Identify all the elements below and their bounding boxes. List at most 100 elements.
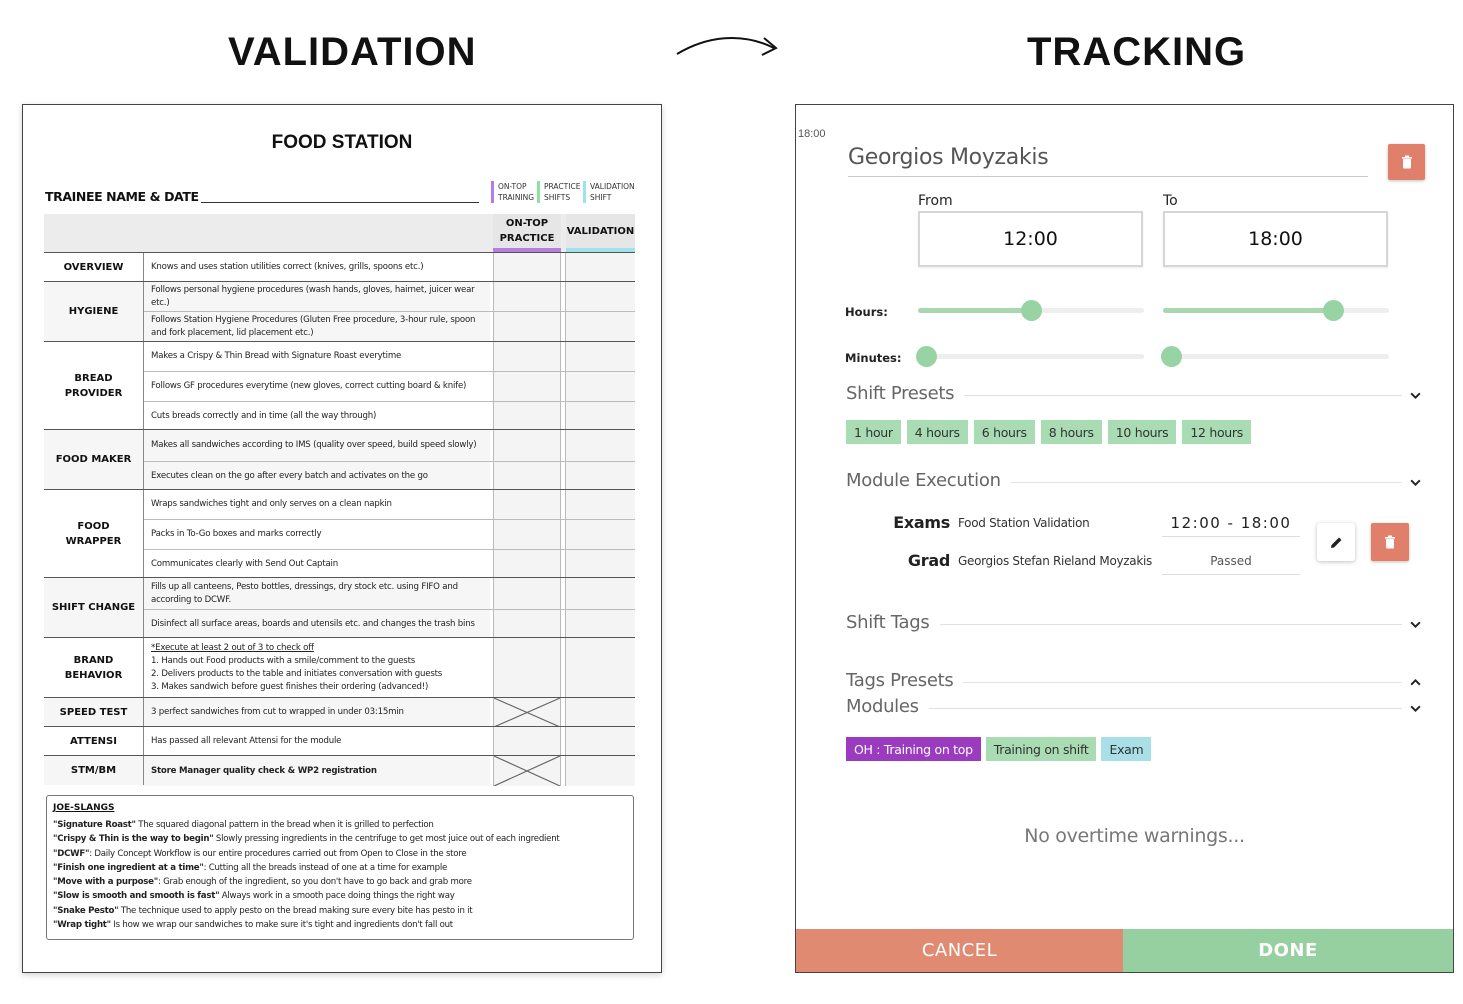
validation-checkbox[interactable]	[565, 253, 635, 282]
checklist-row: Follows GF procedures everytime (new glo…	[144, 371, 635, 401]
delete-shift-button[interactable]	[1388, 144, 1425, 180]
tags-presets-section[interactable]: Tags Presets	[846, 670, 1426, 694]
slang-entry: "Signature Roast" The squared diagonal p…	[53, 818, 627, 832]
module-status: Passed	[1162, 547, 1300, 575]
cross-out-icon	[494, 756, 560, 786]
validation-checkbox[interactable]	[565, 550, 635, 578]
criterion-text: Follows personal hygiene procedures (was…	[144, 282, 490, 311]
chevron-up-icon[interactable]	[1409, 676, 1422, 689]
validation-checkbox[interactable]	[565, 727, 635, 756]
to-hours-slider[interactable]	[1163, 300, 1389, 321]
checklist-row: Store Manager quality check & WP2 regist…	[144, 756, 635, 786]
employee-name-field[interactable]: Georgios Moyzakis	[848, 145, 1368, 177]
on-top-practice-checkbox[interactable]	[493, 253, 561, 282]
module-tag-chip[interactable]: Training on shift	[985, 737, 1097, 761]
on-top-practice-checkbox[interactable]	[493, 727, 561, 756]
section-title: Tags Presets	[846, 670, 964, 691]
module-execution-section[interactable]: Module Execution	[846, 470, 1426, 494]
cancel-button[interactable]: CANCEL	[796, 929, 1123, 972]
shift-tags-section[interactable]: Shift Tags	[846, 612, 1426, 636]
validation-checkbox[interactable]	[565, 638, 635, 698]
from-minutes-slider[interactable]	[916, 346, 1144, 367]
shift-preset-chip[interactable]: 10 hours	[1107, 420, 1177, 444]
on-top-practice-checkbox[interactable]	[493, 578, 561, 609]
validation-checkbox[interactable]	[565, 698, 635, 727]
shift-preset-chip[interactable]: 6 hours	[973, 420, 1035, 444]
shift-preset-chips: 1 hour 4 hours 6 hours 8 hours 10 hours 12 ho…	[846, 420, 1251, 444]
slang-definition: The technique used to apply pesto on the…	[118, 905, 473, 916]
to-minutes-slider[interactable]	[1161, 346, 1389, 367]
on-top-practice-checkbox[interactable]	[493, 610, 561, 638]
slang-term: "DCWF"	[53, 848, 90, 859]
chevron-down-icon[interactable]	[1409, 702, 1422, 715]
on-top-practice-checkbox	[493, 756, 561, 786]
criterion-text: Wraps sandwiches tight and only serves o…	[151, 499, 392, 509]
on-top-practice-checkbox[interactable]	[493, 462, 561, 490]
on-top-practice-checkbox[interactable]	[493, 430, 561, 461]
shift-preset-chip[interactable]: 4 hours	[906, 420, 968, 444]
slider-fill	[1163, 308, 1333, 313]
checklist-row: 3 perfect sandwiches from cut to wrapped…	[144, 698, 635, 727]
on-top-practice-checkbox[interactable]	[493, 520, 561, 549]
validation-checkbox[interactable]	[565, 402, 635, 430]
module-time-range[interactable]: 12:00 - 18:00	[1162, 509, 1300, 537]
overtime-warning: No overtime warnings...	[1024, 825, 1245, 847]
chevron-down-icon[interactable]	[1409, 476, 1422, 489]
delete-module-button[interactable]	[1371, 523, 1409, 561]
done-button[interactable]: DONE	[1123, 929, 1453, 972]
from-time-input[interactable]: 12:00	[918, 211, 1143, 267]
slang-entry: "Snake Pesto" The technique used to appl…	[53, 904, 627, 918]
validation-checkbox[interactable]	[565, 430, 635, 461]
criterion-text: Packs in To-Go boxes and marks correctly	[151, 529, 322, 539]
validation-checkbox[interactable]	[565, 610, 635, 638]
shift-preset-chip[interactable]: 8 hours	[1040, 420, 1102, 444]
chevron-down-icon[interactable]	[1409, 389, 1422, 402]
chevron-down-icon[interactable]	[1409, 618, 1422, 631]
validation-checkbox[interactable]	[565, 282, 635, 311]
section-title: Modules	[846, 696, 929, 717]
modules-section[interactable]: Modules	[846, 696, 1426, 720]
validation-checkbox[interactable]	[565, 312, 635, 342]
slider-knob[interactable]	[1021, 300, 1042, 321]
validation-checkbox[interactable]	[565, 756, 635, 786]
group-label: BRAND BEHAVIOR	[44, 638, 144, 697]
on-top-practice-checkbox[interactable]	[493, 490, 561, 519]
validation-heading: VALIDATION	[228, 30, 477, 74]
on-top-practice-checkbox[interactable]	[493, 402, 561, 430]
to-time-input[interactable]: 18:00	[1163, 211, 1388, 267]
column-on-top-practice: ON-TOP PRACTICE	[493, 214, 561, 252]
slider-knob[interactable]	[1322, 300, 1344, 321]
checklist-row: Follows personal hygiene procedures (was…	[144, 282, 635, 311]
edit-module-button[interactable]	[1317, 523, 1355, 561]
module-tag-chip[interactable]: OH : Training on top	[846, 737, 981, 761]
on-top-practice-checkbox[interactable]	[493, 282, 561, 311]
validation-checkbox[interactable]	[565, 372, 635, 401]
shift-presets-section[interactable]: Shift Presets	[846, 383, 1426, 407]
validation-checkbox[interactable]	[565, 520, 635, 549]
checklist-row: Makes all sandwiches according to IMS (q…	[144, 430, 635, 461]
legend-color-bar	[537, 181, 540, 203]
on-top-practice-checkbox[interactable]	[493, 550, 561, 578]
group-label: FOOD WRAPPER	[44, 490, 144, 577]
shift-preset-chip[interactable]: 12 hours	[1182, 420, 1251, 444]
module-tag-chip[interactable]: Exam	[1101, 737, 1152, 761]
on-top-practice-checkbox[interactable]	[493, 312, 561, 342]
validation-checkbox[interactable]	[565, 490, 635, 519]
on-top-practice-checkbox[interactable]	[493, 638, 561, 698]
trainee-name-line[interactable]	[201, 202, 479, 203]
on-top-practice-checkbox[interactable]	[493, 372, 561, 401]
criterion-text: Fills up all canteens, Pesto bottles, dr…	[144, 578, 490, 609]
shift-preset-chip[interactable]: 1 hour	[846, 420, 901, 444]
criterion-line: 3. Makes sandwich before guest finishes …	[151, 682, 429, 692]
slider-knob[interactable]	[1161, 346, 1182, 367]
slider-knob[interactable]	[916, 346, 937, 367]
validation-checkbox[interactable]	[565, 462, 635, 490]
validation-checkbox[interactable]	[565, 342, 635, 371]
on-top-practice-checkbox[interactable]	[493, 342, 561, 371]
checklist-row: Communicates clearly with Send Out Capta…	[144, 549, 635, 578]
section-title: Shift Tags	[846, 612, 940, 633]
slang-entry: "DCWF": Daily Concept Workflow is our en…	[53, 847, 627, 861]
from-hours-slider[interactable]	[918, 300, 1144, 321]
validation-checkbox[interactable]	[565, 578, 635, 609]
slang-entry: "Crispy & Thin is the way to begin" Slow…	[53, 832, 627, 846]
